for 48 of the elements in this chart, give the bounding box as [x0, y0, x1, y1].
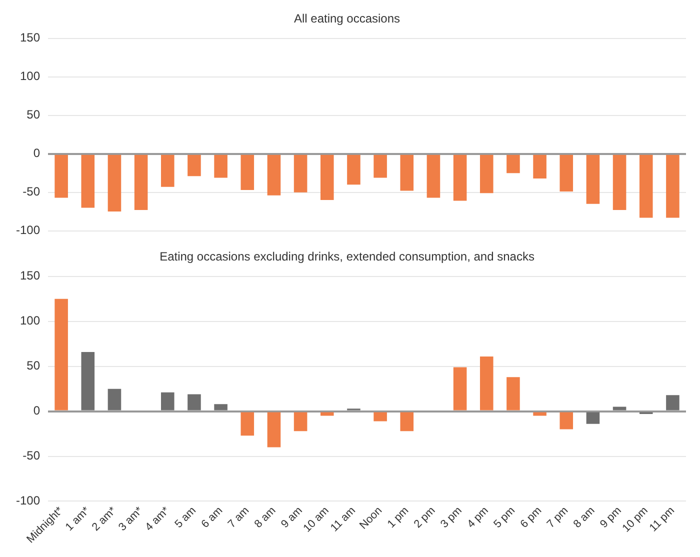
bar: [453, 367, 467, 410]
y-tick-label: 50: [26, 358, 40, 373]
x-tick-label: 5 pm: [492, 504, 518, 530]
x-tick-label: 5 am: [172, 504, 198, 530]
bar: [81, 352, 95, 410]
bar: [533, 412, 546, 416]
x-tick-label: 3 am*: [116, 504, 146, 534]
bar: [294, 412, 308, 432]
y-tick-label: 150: [20, 30, 40, 45]
x-tick-label: 4 am*: [143, 504, 172, 534]
bar: [214, 404, 228, 410]
bar: [666, 395, 680, 410]
chart-title: Eating occasions excluding drinks, extended consumption, and snacks: [160, 250, 534, 264]
y-tick-label: 0: [33, 404, 40, 418]
bar: [54, 298, 68, 410]
x-tick-label: 3 pm: [438, 504, 464, 530]
y-tick-label: -50: [22, 184, 40, 199]
bar: [560, 412, 574, 430]
bar: [586, 412, 600, 424]
bar: [506, 377, 520, 410]
y-tick-label: 0: [33, 146, 40, 160]
bar: [188, 394, 201, 410]
bar: [108, 388, 122, 410]
y-tick-label: 50: [26, 108, 40, 122]
bar: [400, 412, 414, 432]
x-tick-label: 8 am: [252, 504, 278, 530]
bar: [374, 412, 387, 422]
y-tick-label: 150: [20, 268, 40, 283]
y-tick-label: 100: [20, 314, 40, 328]
bar: [240, 412, 254, 436]
y-tick-label: 100: [20, 69, 40, 84]
x-tick-label: 7 pm: [544, 504, 571, 530]
bar: [267, 412, 281, 448]
x-tick-label: 2 pm: [412, 504, 438, 530]
x-tick-label: 4 pm: [465, 504, 491, 530]
y-tick-label: -100: [16, 223, 40, 238]
bar: [160, 392, 174, 410]
x-tick-label: 8 am: [571, 504, 598, 530]
x-tick-label: 6 pm: [518, 504, 544, 530]
bar: [320, 412, 334, 416]
y-tick-label: -100: [16, 494, 40, 508]
x-tick-label: 6 am: [199, 504, 226, 530]
bar: [480, 356, 494, 410]
y-tick-label: -50: [22, 448, 40, 463]
x-tick-label: 7 am: [226, 504, 252, 530]
chart-title: All eating occasions: [294, 12, 400, 26]
bar: [612, 406, 626, 410]
x-tick-label: 1 pm: [385, 504, 412, 530]
